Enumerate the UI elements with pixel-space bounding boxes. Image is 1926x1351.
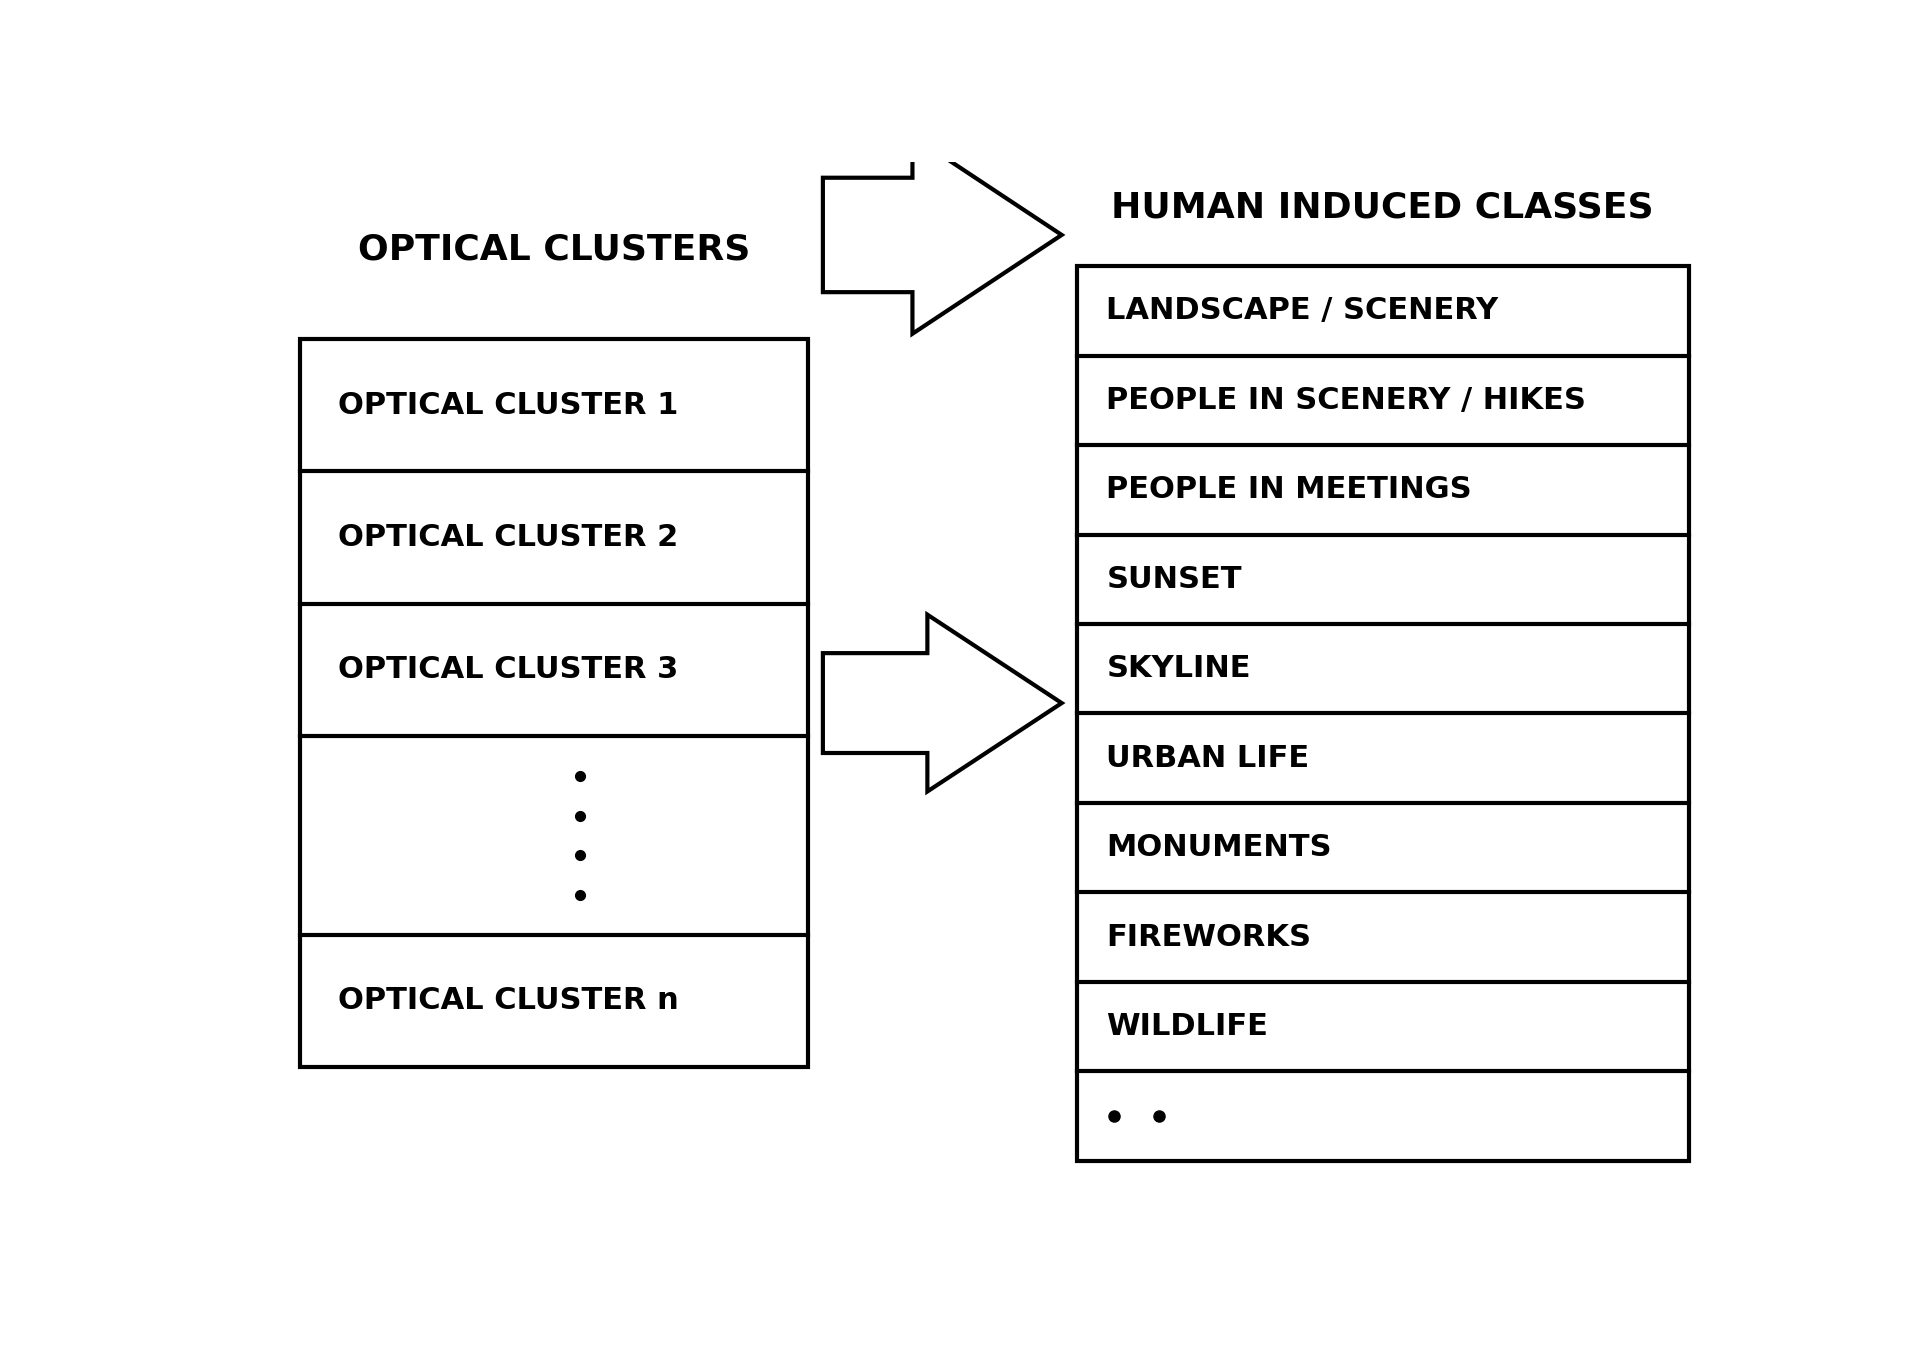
Text: OPTICAL CLUSTER 3: OPTICAL CLUSTER 3	[337, 655, 678, 685]
Text: OPTICAL CLUSTER n: OPTICAL CLUSTER n	[337, 986, 678, 1016]
Text: SUNSET: SUNSET	[1107, 565, 1242, 594]
Text: FIREWORKS: FIREWORKS	[1107, 923, 1312, 951]
Text: SKYLINE: SKYLINE	[1107, 654, 1252, 684]
Text: HUMAN INDUCED CLASSES: HUMAN INDUCED CLASSES	[1111, 190, 1654, 224]
Text: PEOPLE IN MEETINGS: PEOPLE IN MEETINGS	[1107, 476, 1471, 504]
Polygon shape	[822, 615, 1061, 792]
Text: URBAN LIFE: URBAN LIFE	[1107, 743, 1310, 773]
Text: OPTICAL CLUSTERS: OPTICAL CLUSTERS	[358, 232, 751, 266]
Text: LANDSCAPE / SCENERY: LANDSCAPE / SCENERY	[1107, 296, 1498, 326]
Text: MONUMENTS: MONUMENTS	[1107, 834, 1333, 862]
Text: OPTICAL CLUSTER 2: OPTICAL CLUSTER 2	[337, 523, 678, 553]
Text: WILDLIFE: WILDLIFE	[1107, 1012, 1269, 1042]
Text: OPTICAL CLUSTER 1: OPTICAL CLUSTER 1	[337, 390, 678, 420]
Text: PEOPLE IN SCENERY / HIKES: PEOPLE IN SCENERY / HIKES	[1107, 386, 1587, 415]
Polygon shape	[822, 136, 1061, 334]
Bar	[1077, 266, 1689, 1161]
Bar	[300, 339, 809, 1067]
